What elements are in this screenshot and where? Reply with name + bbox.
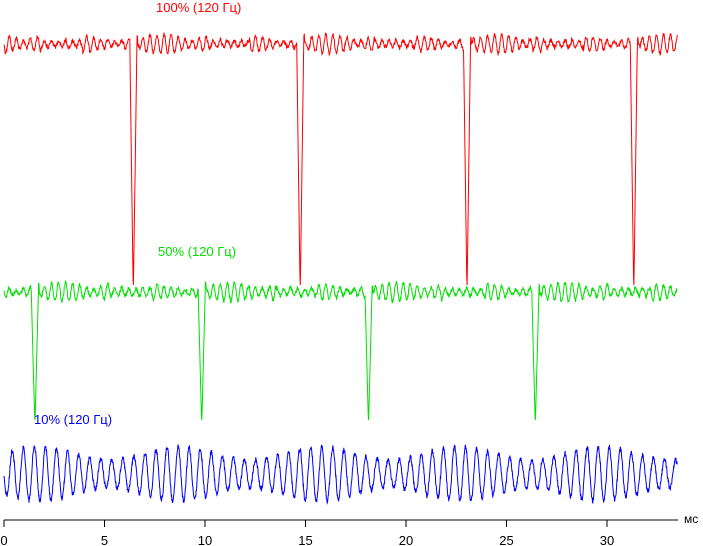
x-tick-label: 25	[499, 533, 513, 546]
x-tick-label: 0	[0, 533, 7, 546]
x-ticks: 0 5 10 15 20 25 30	[0, 520, 614, 546]
x-axis: 0 5 10 15 20 25 30 мс	[0, 512, 698, 546]
x-tick-label: 20	[399, 533, 413, 546]
series-label-50: 50% (120 Гц)	[158, 244, 236, 259]
series-labels: 100% (120 Гц) 50% (120 Гц) 10% (120 Гц)	[34, 0, 241, 427]
x-tick-label: 5	[101, 533, 108, 546]
x-axis-unit: мс	[684, 512, 698, 526]
series-label-100: 100% (120 Гц)	[156, 0, 241, 15]
trace-50	[3, 279, 678, 421]
x-tick-label: 30	[600, 533, 614, 546]
x-tick-label: 10	[198, 533, 212, 546]
series-label-10: 10% (120 Гц)	[34, 412, 112, 427]
traces	[3, 32, 678, 505]
x-tick-label: 15	[298, 533, 312, 546]
trace-100	[3, 32, 678, 286]
trace-10	[3, 444, 678, 505]
